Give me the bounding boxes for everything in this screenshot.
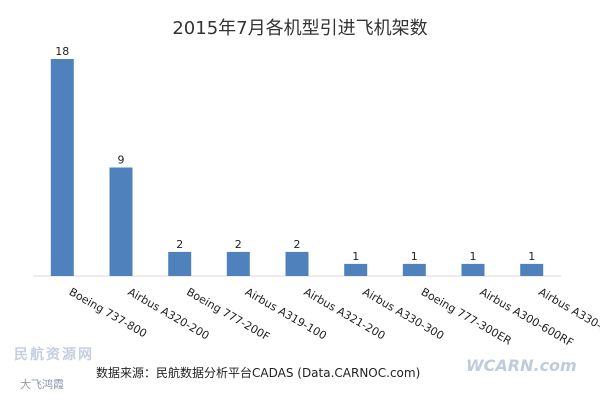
data-label: 1 <box>411 250 418 263</box>
chart-title: 2015年7月各机型引进飞机架数 <box>172 18 428 39</box>
watermark-right: WCARN.com <box>466 356 577 375</box>
bar <box>461 263 485 276</box>
data-label: 1 <box>352 250 359 263</box>
bar <box>402 263 426 276</box>
bar <box>226 251 250 276</box>
data-label: 1 <box>470 250 477 263</box>
bar <box>168 251 192 276</box>
bar <box>344 263 368 276</box>
data-label: 2 <box>294 238 301 251</box>
watermark-left: 民航资源网 <box>14 347 94 363</box>
data-label: 2 <box>176 238 183 251</box>
bar <box>285 251 309 276</box>
data-label: 1 <box>528 250 535 263</box>
bar <box>109 167 133 276</box>
data-label: 18 <box>55 45 69 58</box>
bar <box>520 263 544 276</box>
bar <box>50 59 74 276</box>
data-label: 2 <box>235 238 242 251</box>
data-source-note: 数据来源：民航数据分析平台CADAS (Data.CARNOC.com) <box>96 366 421 380</box>
watermark-left-sub: 大飞鸿霞 <box>20 378 64 391</box>
data-label: 9 <box>118 154 125 167</box>
